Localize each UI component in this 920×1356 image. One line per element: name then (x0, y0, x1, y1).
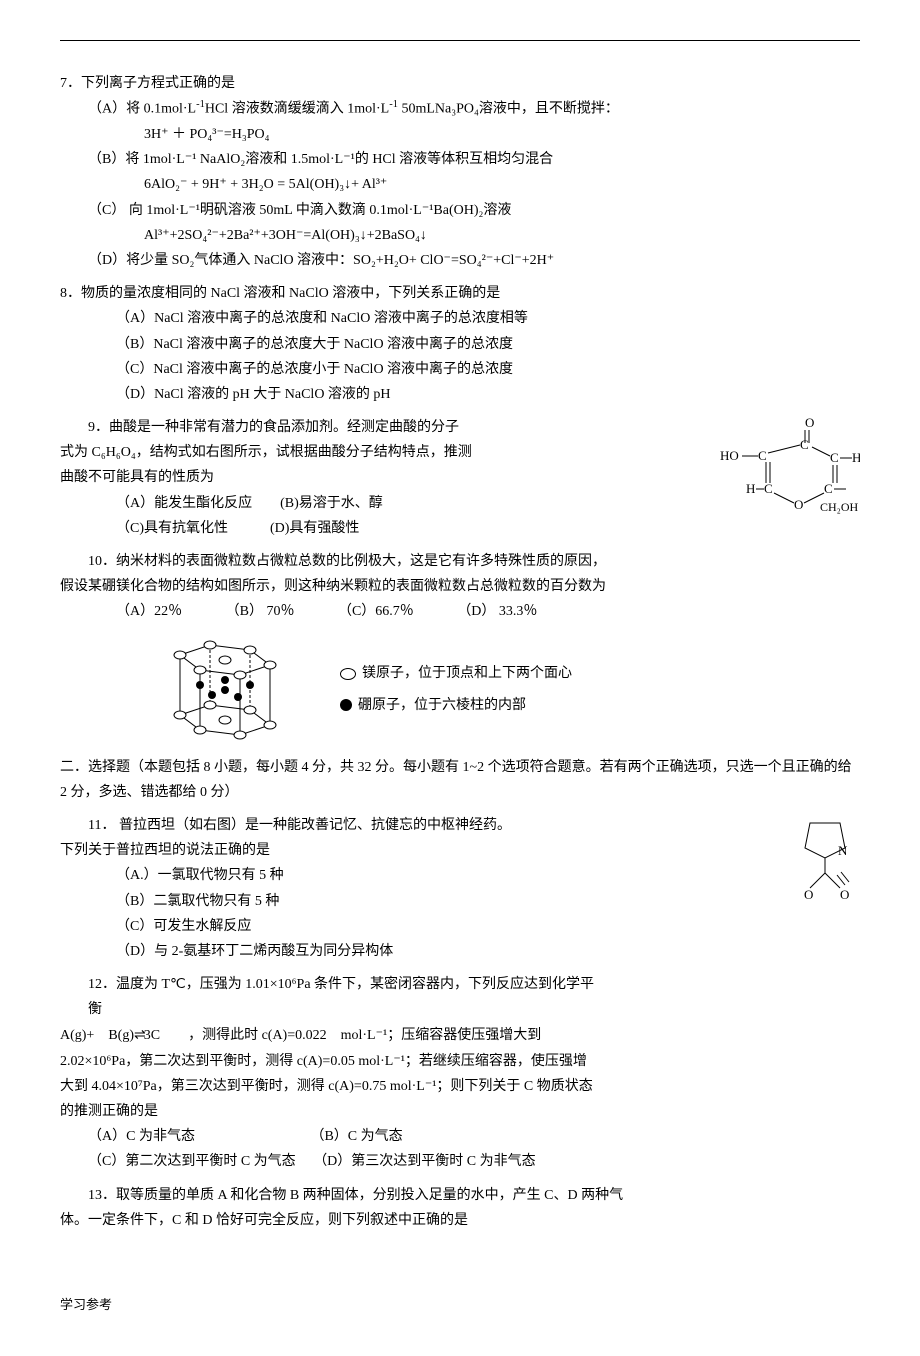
q12-b: （B）C 为气态 (310, 1129, 402, 1144)
q10-a: （A）22％ (116, 599, 182, 624)
b-atom-icon (340, 699, 352, 711)
hexagonal-prism (140, 635, 320, 745)
q11-d: （D）与 2-氨基环丁二烯丙酸互为同分异构体 (60, 939, 860, 964)
o-bottom: O (794, 497, 803, 512)
q12-ab: （A）C 为非气态 （B）C 为气态 (60, 1124, 860, 1149)
q8: 8．物质的量浓度相同的 NaCl 溶液和 NaClO 溶液中，下列关系正确的是 … (60, 281, 860, 407)
q7-a-mid: HCl 溶液数滴缓缓滴入 1mol·L (205, 102, 389, 117)
q8-stem: 8．物质的量浓度相同的 NaCl 溶液和 NaClO 溶液中，下列关系正确的是 (60, 281, 860, 306)
q13-stem2: 体。一定条件下，C 和 D 恰好可完全反应，则下列叙述中正确的是 (60, 1208, 860, 1233)
q7-a-eq: 3H⁺ ＋ PO₄³⁻=H₃PO₄ (60, 122, 860, 147)
q7-c: （C） 向 1mol·L⁻¹明矾溶液 50mL 中滴入数滴 0.1mol·L⁻¹… (60, 198, 860, 223)
o-top: O (805, 415, 814, 430)
q11-stem1: 11． 普拉西坦（如右图）是一种能改善记忆、抗健忘的中枢神经药。 (60, 813, 860, 838)
q11-stem2: 下列关于普拉西坦的说法正确的是 (60, 838, 860, 863)
c-bl: C (764, 481, 773, 496)
q7-stem: 7．下列离子方程式正确的是 (60, 71, 860, 96)
q11-a: （A.）一氯取代物只有 5 种 (60, 863, 860, 888)
legend-b-text: 硼原子，位于六棱柱的内部 (358, 693, 526, 718)
ho-label: HO (720, 448, 739, 463)
q10-options: （A）22％ （B） 70％ （C）66.7％ （D） 33.3％ (60, 599, 860, 624)
q11-b: （B）二氯取代物只有 5 种 (60, 889, 860, 914)
q12-c: （C）第二次达到平衡时 C 为气态 (88, 1154, 296, 1169)
c-right-h: C (830, 450, 839, 465)
q10-c: （C）66.7％ (338, 599, 414, 624)
section2-header: 二．选择题（本题包括 8 小题，每小题 4 分，共 32 分。每小题有 1~2 … (60, 755, 860, 805)
q10-stem2: 假设某硼镁化合物的结构如图所示，则这种纳米颗粒的表面微粒数占总微粒数的百分数为 (60, 574, 860, 599)
q8-d: （D）NaCl 溶液的 pH 大于 NaClO 溶液的 pH (60, 382, 860, 407)
o2-label: O (840, 887, 849, 902)
q7-a: （A）将 0.1mol·L-1HCl 溶液数滴缓缓滴入 1mol·L-1 50m… (60, 96, 860, 122)
q7-a-post: 50mLNa₃PO₄溶液中，且不断搅拌： (398, 102, 619, 117)
q9-molecule: O HO C C C H H C O C CH₂OH (720, 415, 860, 524)
legend-mg-text: 镁原子，位于顶点和上下两个面心 (362, 661, 572, 686)
q9-d: (D)具有强酸性 (270, 521, 359, 536)
q13-stem1: 13．取等质量的单质 A 和化合物 B 两种固体，分别投入足量的水中，产生 C、… (60, 1183, 860, 1208)
q10-b: （B） 70％ (226, 599, 295, 624)
q12-stem2: 衡 (60, 997, 860, 1022)
q12-eq-line: A(g)+ B(g)⇌3C ，测得此时 c(A)=0.022 mol·L⁻¹；压… (60, 1022, 860, 1048)
q12-cd: （C）第二次达到平衡时 C 为气态 （D）第三次达到平衡时 C 为非气态 (60, 1149, 860, 1174)
q11: N O O 11． 普拉西坦（如右图）是一种能改善记忆、抗健忘的中枢神经药。 下… (60, 813, 860, 964)
q10: 10．纳米材料的表面微粒数占微粒总数的比例极大，这是它有许多特殊性质的原因， 假… (60, 549, 860, 745)
o1-label: O (804, 887, 813, 902)
q8-c: （C）NaCl 溶液中离子的总浓度小于 NaClO 溶液中离子的总浓度 (60, 357, 860, 382)
q13: 13．取等质量的单质 A 和化合物 B 两种固体，分别投入足量的水中，产生 C、… (60, 1183, 860, 1233)
h-right-top: H (852, 450, 860, 465)
q10-figure: 镁原子，位于顶点和上下两个面心 硼原子，位于六棱柱的内部 (140, 635, 860, 745)
mg-atom-icon (340, 668, 356, 680)
n-label: N (838, 843, 848, 858)
q12-d: （D）第三次达到平衡时 C 为非气态 (313, 1154, 535, 1169)
q7: 7．下列离子方程式正确的是 （A）将 0.1mol·L-1HCl 溶液数滴缓缓滴… (60, 71, 860, 273)
legend-mg: 镁原子，位于顶点和上下两个面心 (340, 661, 572, 686)
q9-b: (B)易溶于水、醇 (280, 496, 383, 511)
q10-d: （D） 33.3％ (457, 599, 537, 624)
piracetam-structure: N O O (790, 813, 860, 903)
q12: 12．温度为 T℃，压强为 1.01×10⁶Pa 条件下，某密闭容器内，下列反应… (60, 972, 860, 1175)
q7-b-eq: 6AlO₂⁻ + 9H⁺ + 3H₂O = 5Al(OH)₃↓+ Al³⁺ (60, 172, 860, 197)
q12-line3: 2.02×10⁶Pa，第二次达到平衡时，测得 c(A)=0.05 mol·L⁻¹… (60, 1049, 860, 1074)
q7-d: （D）将少量 SO₂气体通入 NaClO 溶液中：SO₂+H₂O+ ClO⁻=S… (60, 248, 860, 273)
q8-a: （A）NaCl 溶液中离子的总浓度和 NaClO 溶液中离子的总浓度相等 (60, 306, 860, 331)
q10-legend: 镁原子，位于顶点和上下两个面心 硼原子，位于六棱柱的内部 (340, 655, 572, 723)
q12-line5: 的推测正确的是 (60, 1099, 860, 1124)
q12-a: （A）C 为非气态 (88, 1129, 195, 1144)
c-top: C (800, 437, 809, 452)
h-left: H (746, 481, 755, 496)
ch2oh: CH₂OH (820, 500, 859, 514)
q12-reactants: A(g)+ B(g) (60, 1028, 134, 1043)
q7-b: （B）将 1mol·L⁻¹ NaAlO₂溶液和 1.5mol·L⁻¹的 HCl … (60, 147, 860, 172)
q9-c: （C)具有抗氧化性 (116, 521, 228, 536)
legend-b: 硼原子，位于六棱柱的内部 (340, 693, 572, 718)
c-br: C (824, 481, 833, 496)
q8-b: （B）NaCl 溶液中离子的总浓度大于 NaClO 溶液中离子的总浓度 (60, 332, 860, 357)
q9: O HO C C C H H C O C CH₂OH 9．曲酸是 (60, 415, 860, 541)
q11-molecule: N O O (790, 813, 860, 912)
equilibrium-arrow-icon: ⇌ (134, 1026, 144, 1042)
top-rule (60, 40, 860, 41)
q12-products: 3C ，测得此时 c(A)=0.022 mol·L⁻¹；压缩容器使压强增大到 (144, 1028, 541, 1043)
q12-stem1: 12．温度为 T℃，压强为 1.01×10⁶Pa 条件下，某密闭容器内，下列反应… (60, 972, 860, 997)
page-footer: 学习参考 (60, 1293, 860, 1316)
q11-c: （C）可发生水解反应 (60, 914, 860, 939)
q7-a-pre: （A）将 0.1mol·L (88, 102, 196, 117)
q7-c-eq: Al³⁺+2SO₄²⁻+2Ba²⁺+3OH⁻=Al(OH)₃↓+2BaSO₄↓ (60, 223, 860, 248)
c-left: C (758, 448, 767, 463)
kojic-acid-structure: O HO C C C H H C O C CH₂OH (720, 415, 860, 515)
q9-a: （A）能发生酯化反应 (116, 496, 252, 511)
q10-stem1: 10．纳米材料的表面微粒数占微粒总数的比例极大，这是它有许多特殊性质的原因， (60, 549, 860, 574)
q12-line4: 大到 4.04×10⁷Pa，第三次达到平衡时，测得 c(A)=0.75 mol·… (60, 1074, 860, 1099)
